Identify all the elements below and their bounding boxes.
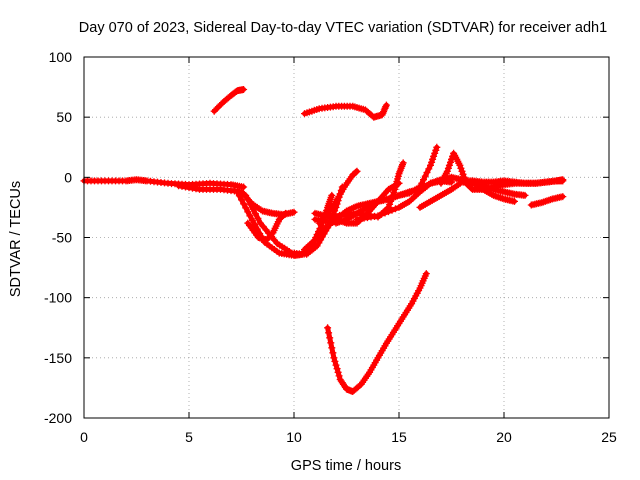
y-tick-label: -100	[44, 290, 72, 306]
data-point	[244, 208, 252, 216]
data-point	[324, 324, 332, 332]
x-tick-label: 25	[601, 429, 617, 445]
data-point	[432, 146, 440, 154]
data-point	[430, 152, 438, 160]
data-point	[374, 212, 382, 220]
data-point	[385, 208, 392, 216]
series-sat-m	[301, 177, 455, 253]
data-point	[445, 161, 453, 169]
data-point	[431, 149, 439, 157]
data-point	[559, 193, 567, 201]
data-point	[240, 183, 248, 191]
data-point	[332, 361, 340, 369]
data-point	[511, 197, 518, 205]
series-sat-c	[210, 86, 248, 115]
data-point	[290, 208, 298, 216]
data-point	[378, 111, 386, 119]
data-point	[521, 191, 529, 199]
data-point	[326, 334, 334, 342]
series-sat-s	[324, 270, 430, 395]
data-point	[422, 270, 430, 278]
data-point	[328, 344, 336, 352]
data-point	[353, 167, 361, 175]
data-point	[240, 200, 248, 208]
x-tick-label: 10	[286, 429, 302, 445]
y-tick-label: -150	[44, 350, 72, 366]
data-point	[380, 106, 388, 114]
data-point	[459, 170, 467, 178]
data-point	[388, 206, 396, 214]
x-tick-label: 15	[391, 429, 407, 445]
data-point	[382, 101, 390, 109]
data-point	[429, 155, 437, 163]
y-tick-label: -50	[52, 230, 72, 246]
data-point	[428, 158, 436, 166]
data-point	[392, 205, 399, 213]
series-sat-g	[244, 209, 290, 244]
data-point	[457, 164, 465, 172]
x-tick-label: 5	[185, 429, 193, 445]
data-point	[381, 209, 389, 217]
x-tick-label: 0	[80, 429, 88, 445]
x-tick-label: 20	[496, 429, 512, 445]
series-sat-q	[458, 177, 567, 187]
data-point	[335, 372, 343, 380]
data-point	[382, 103, 390, 111]
series-sat-b	[175, 182, 245, 196]
data-point	[238, 196, 245, 204]
series-sat-r	[527, 193, 567, 209]
data-point	[559, 177, 567, 185]
data-point	[458, 167, 466, 175]
data-point	[444, 164, 452, 172]
data-point	[423, 169, 431, 176]
data-point	[443, 167, 451, 175]
data-point	[395, 179, 403, 187]
data-point	[254, 214, 262, 222]
y-tick-label: -200	[44, 410, 72, 426]
data-point	[333, 365, 341, 373]
data-point	[334, 368, 342, 376]
data-point	[447, 158, 454, 166]
data-point	[378, 210, 385, 218]
data-series	[80, 86, 567, 395]
data-point	[328, 191, 336, 199]
data-point	[379, 109, 387, 117]
data-point	[252, 210, 259, 218]
data-point	[386, 200, 394, 208]
data-point	[327, 339, 335, 347]
y-axis-label: SDTVAR / TECUs	[8, 181, 24, 297]
data-point	[420, 176, 427, 184]
axis-ticks: 0 5 10 15 20 25 -200 -150 -100 -50 0 50 100	[44, 49, 617, 445]
data-point	[433, 143, 441, 151]
series-sat-l	[315, 167, 361, 227]
grid-lines	[84, 57, 609, 418]
series-sat-d	[301, 101, 390, 121]
x-axis-label: GPS time / hours	[291, 458, 401, 474]
data-point	[427, 161, 434, 169]
data-point	[246, 212, 254, 220]
data-point	[248, 216, 256, 224]
data-point	[399, 159, 407, 167]
data-point	[331, 357, 339, 365]
data-point	[240, 86, 248, 93]
chart-title: Day 070 of 2023, Sidereal Day-to-day VTE…	[79, 20, 607, 36]
y-tick-label: 0	[64, 169, 72, 185]
data-point	[381, 104, 389, 112]
data-point	[456, 161, 464, 169]
data-point	[329, 349, 337, 357]
data-point	[421, 172, 429, 180]
data-point	[322, 211, 330, 219]
series-sat-h	[238, 188, 298, 219]
data-point	[325, 329, 333, 337]
data-point	[251, 221, 259, 229]
data-point	[242, 204, 250, 212]
y-tick-label: 100	[49, 49, 73, 65]
data-point	[425, 165, 433, 173]
data-point	[311, 215, 319, 223]
y-tick-label: 50	[56, 109, 72, 125]
data-point	[330, 354, 338, 362]
